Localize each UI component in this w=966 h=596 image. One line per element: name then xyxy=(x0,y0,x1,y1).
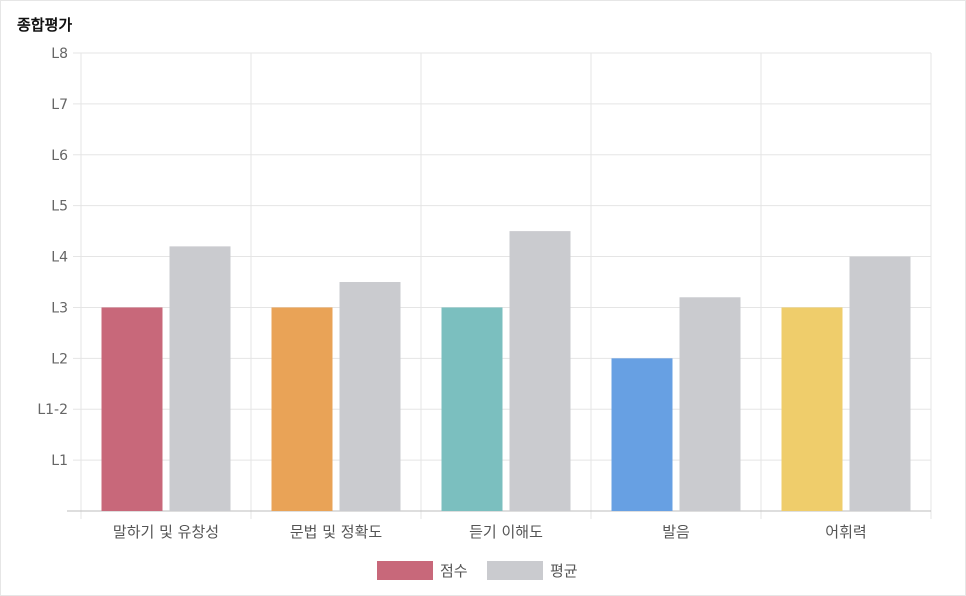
y-tick-label: L3 xyxy=(51,300,68,316)
average-bar xyxy=(849,256,911,511)
score-bar xyxy=(271,307,333,511)
x-tick-label: 듣기 이해도 xyxy=(469,523,543,541)
y-tick-label: L1-2 xyxy=(37,402,68,418)
y-tick-label: L5 xyxy=(51,199,68,215)
y-tick-label: L1 xyxy=(51,453,68,469)
score-bar xyxy=(781,307,843,511)
y-tick-label: L8 xyxy=(51,46,68,62)
average-bar xyxy=(339,282,401,511)
average-bar xyxy=(509,231,571,511)
y-tick-label: L2 xyxy=(51,351,68,367)
average-bar xyxy=(679,297,741,511)
y-tick-label: L7 xyxy=(51,97,68,113)
score-bar xyxy=(101,307,163,511)
score-bar xyxy=(611,358,673,511)
average-bar xyxy=(169,246,231,511)
score-bar xyxy=(441,307,503,511)
legend-swatch-average xyxy=(487,561,543,580)
x-tick-label: 어휘력 xyxy=(825,523,866,541)
x-tick-label: 말하기 및 유창성 xyxy=(113,523,219,541)
legend-swatch-score xyxy=(377,561,433,580)
chart-title: 종합평가 xyxy=(17,16,73,34)
x-tick-label: 발음 xyxy=(662,523,690,541)
legend-label-average: 평균 xyxy=(550,562,578,580)
y-tick-label: L4 xyxy=(51,250,68,266)
x-tick-label: 문법 및 정확도 xyxy=(290,523,383,541)
y-tick-label: L6 xyxy=(51,148,68,164)
legend-label-score: 점수 xyxy=(440,562,468,580)
